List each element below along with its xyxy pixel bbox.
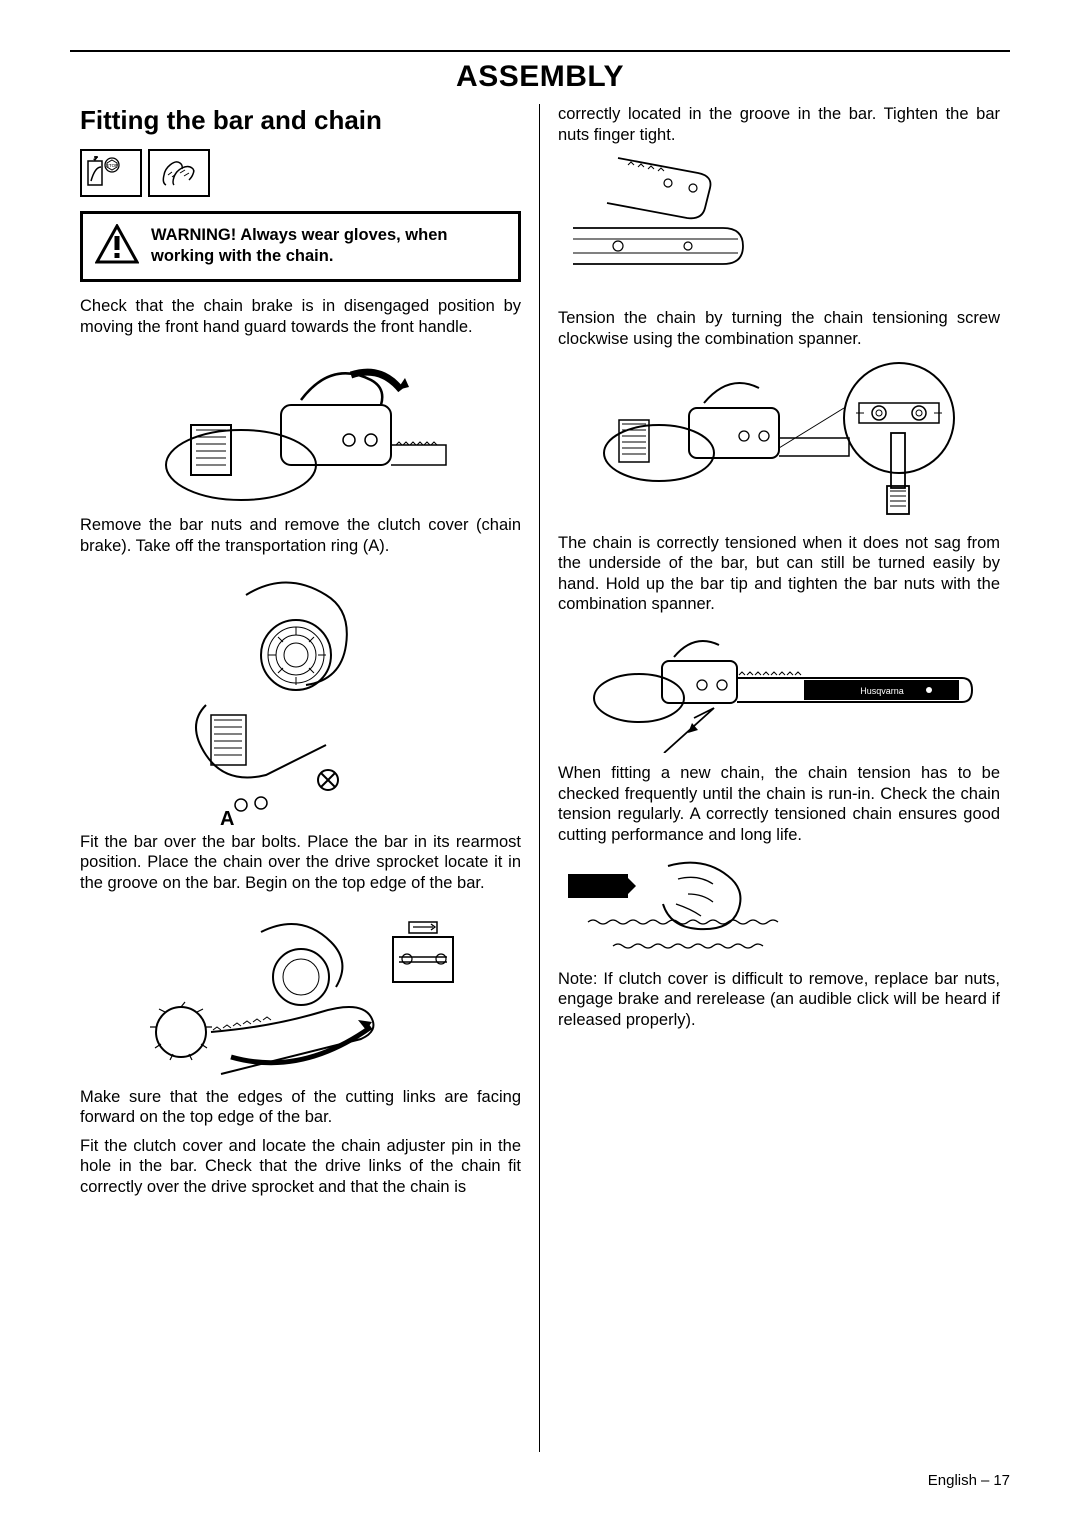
figure-remove-cover xyxy=(80,565,521,825)
two-column-layout: Fitting the bar and chain STOP xyxy=(70,104,1010,1452)
figure-chainsaw-brake xyxy=(80,345,521,505)
left-column: Fitting the bar and chain STOP xyxy=(70,104,540,1452)
safety-icons-row: STOP xyxy=(80,149,521,197)
page-title: ASSEMBLY xyxy=(70,60,1010,94)
figure-chain-check xyxy=(558,854,1000,959)
paragraph: Note: If clutch cover is difficult to re… xyxy=(558,969,1000,1031)
figure-tension-screw xyxy=(558,358,1000,523)
paragraph: Check that the chain brake is in disenga… xyxy=(80,296,521,337)
warning-text: WARNING! Always wear gloves, when workin… xyxy=(151,225,506,268)
svg-text:STOP: STOP xyxy=(106,163,118,168)
paragraph: The chain is correctly tensioned when it… xyxy=(558,533,1000,616)
page: ASSEMBLY Fitting the bar and chain STOP xyxy=(0,0,1080,1529)
figure-fit-bar xyxy=(80,902,521,1077)
figure-bar-groove xyxy=(558,153,1000,298)
section-title: Fitting the bar and chain xyxy=(80,104,521,137)
footer-language: English xyxy=(928,1472,977,1489)
paragraph: Remove the bar nuts and remove the clutc… xyxy=(80,515,521,556)
paragraph: Make sure that the edges of the cutting … xyxy=(80,1087,521,1128)
page-footer: English – 17 xyxy=(70,1452,1010,1489)
header-rule xyxy=(70,50,1010,52)
paragraph: Tension the chain by turning the chain t… xyxy=(558,308,1000,349)
svg-text:Husqvarna: Husqvarna xyxy=(860,686,904,696)
footer-dash: – xyxy=(981,1472,989,1489)
warning-icon xyxy=(95,224,139,270)
right-column: correctly located in the groove in the b… xyxy=(540,104,1010,1452)
footer-page-number: 17 xyxy=(993,1472,1010,1489)
paragraph: Fit the clutch cover and locate the chai… xyxy=(80,1136,521,1198)
paragraph: When fitting a new chain, the chain tens… xyxy=(558,763,1000,846)
stop-engine-icon: STOP xyxy=(80,149,142,197)
paragraph: Fit the bar over the bar bolts. Place th… xyxy=(80,832,521,894)
figure-correct-tension: Husqvarna xyxy=(558,623,1000,753)
warning-box: WARNING! Always wear gloves, when workin… xyxy=(80,211,521,283)
gloves-icon xyxy=(148,149,210,197)
paragraph: correctly located in the groove in the b… xyxy=(558,104,1000,145)
